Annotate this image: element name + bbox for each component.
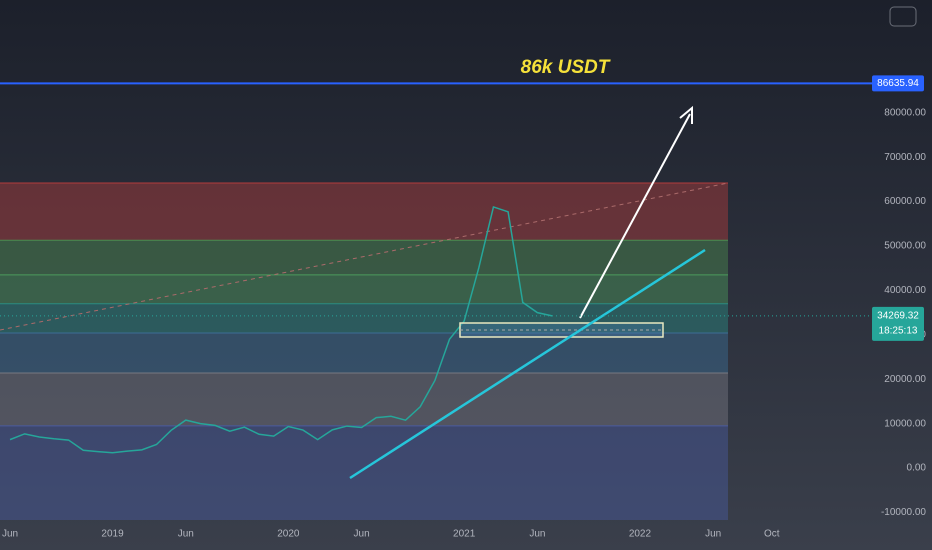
x-tick-label: Jun bbox=[529, 529, 545, 540]
y-tick-label: 70000.00 bbox=[884, 152, 926, 163]
fib-band bbox=[0, 274, 728, 304]
arrow-head bbox=[679, 105, 693, 124]
y-tick-label: 60000.00 bbox=[884, 196, 926, 207]
x-tick-label: Jun bbox=[354, 529, 370, 540]
x-tick-label: Oct bbox=[764, 529, 780, 540]
countdown-label: 18:25:13 bbox=[879, 326, 918, 337]
y-tick-label: 50000.00 bbox=[884, 241, 926, 252]
current-label-box bbox=[872, 306, 924, 341]
y-tick-label: 80000.00 bbox=[884, 107, 926, 118]
fib-band bbox=[0, 182, 728, 241]
fib-band bbox=[0, 303, 728, 334]
menu-icon[interactable] bbox=[889, 6, 917, 27]
dashed-trendline bbox=[0, 182, 729, 331]
fib-band bbox=[0, 333, 728, 374]
x-tick-label: 2020 bbox=[277, 529, 300, 540]
target-label: 86635.94 bbox=[877, 78, 919, 89]
y-tick-label: 20000.00 bbox=[884, 374, 926, 385]
y-tick-label: 0.00 bbox=[907, 463, 927, 474]
fib-band bbox=[0, 373, 728, 426]
current-label: 34269.32 bbox=[877, 311, 919, 322]
x-tick-label: Jun bbox=[2, 529, 18, 540]
y-tick-label: 40000.00 bbox=[884, 285, 926, 296]
annotation: 86k USDT bbox=[521, 57, 611, 78]
x-tick-label: 2019 bbox=[101, 529, 124, 540]
trendline bbox=[349, 248, 706, 480]
x-tick-label: Jun bbox=[705, 529, 721, 540]
x-tick-label: 2022 bbox=[629, 529, 652, 540]
plot bbox=[9, 205, 553, 454]
x-tick-label: 2021 bbox=[453, 529, 476, 540]
y-tick-label: 10000.00 bbox=[884, 418, 926, 429]
y-tick-label: -10000.00 bbox=[881, 507, 926, 518]
fib-bands bbox=[0, 182, 728, 520]
arrow-line bbox=[579, 113, 691, 319]
price-line bbox=[9, 205, 553, 454]
fib-band bbox=[0, 425, 728, 520]
x-tick-label: Jun bbox=[178, 529, 194, 540]
target-label-box bbox=[872, 75, 924, 92]
